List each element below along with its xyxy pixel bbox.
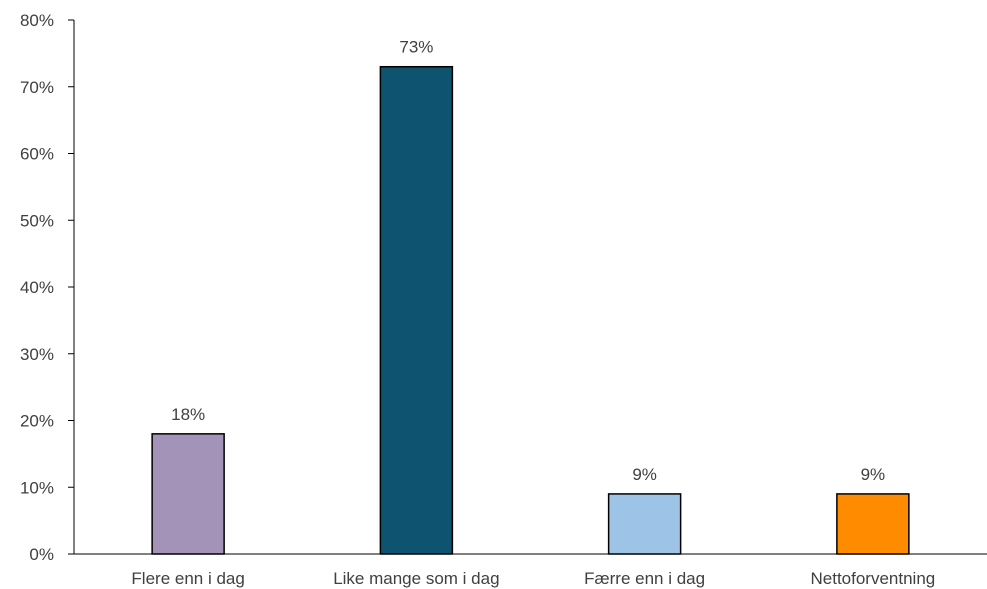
y-tick-label: 60% (20, 145, 54, 164)
y-tick-label: 70% (20, 78, 54, 97)
data-label-2: 9% (632, 465, 657, 484)
bar-2 (607, 493, 682, 555)
y-tick-label: 80% (20, 11, 54, 30)
category-label-3: Nettoforventning (811, 569, 936, 588)
data-labels-group: 18% 73% 9% 9% (171, 38, 885, 484)
category-labels-group: Flere enn i dag Like mange som i dag Færre… (131, 569, 935, 588)
y-tick-label: 20% (20, 412, 54, 431)
category-label-0: Flere enn i dag (131, 569, 244, 588)
data-label-1: 73% (399, 38, 433, 57)
y-tick-label: 40% (20, 278, 54, 297)
bar-1 (379, 65, 454, 555)
y-tick-label: 0% (29, 545, 54, 564)
y-tick-label: 10% (20, 478, 54, 497)
bar-3 (836, 493, 910, 555)
y-axis-ticks: 0% 10% 20% 30% 40% 50% 60% 70% 80% (20, 11, 74, 564)
bars-group (151, 65, 910, 555)
category-label-2: Færre enn i dag (584, 569, 705, 588)
data-label-3: 9% (861, 465, 886, 484)
bar-0 (151, 433, 225, 555)
y-tick-label: 30% (20, 345, 54, 364)
data-label-0: 18% (171, 405, 205, 424)
y-tick-label: 50% (20, 211, 54, 230)
category-label-1: Like mange som i dag (333, 569, 499, 588)
